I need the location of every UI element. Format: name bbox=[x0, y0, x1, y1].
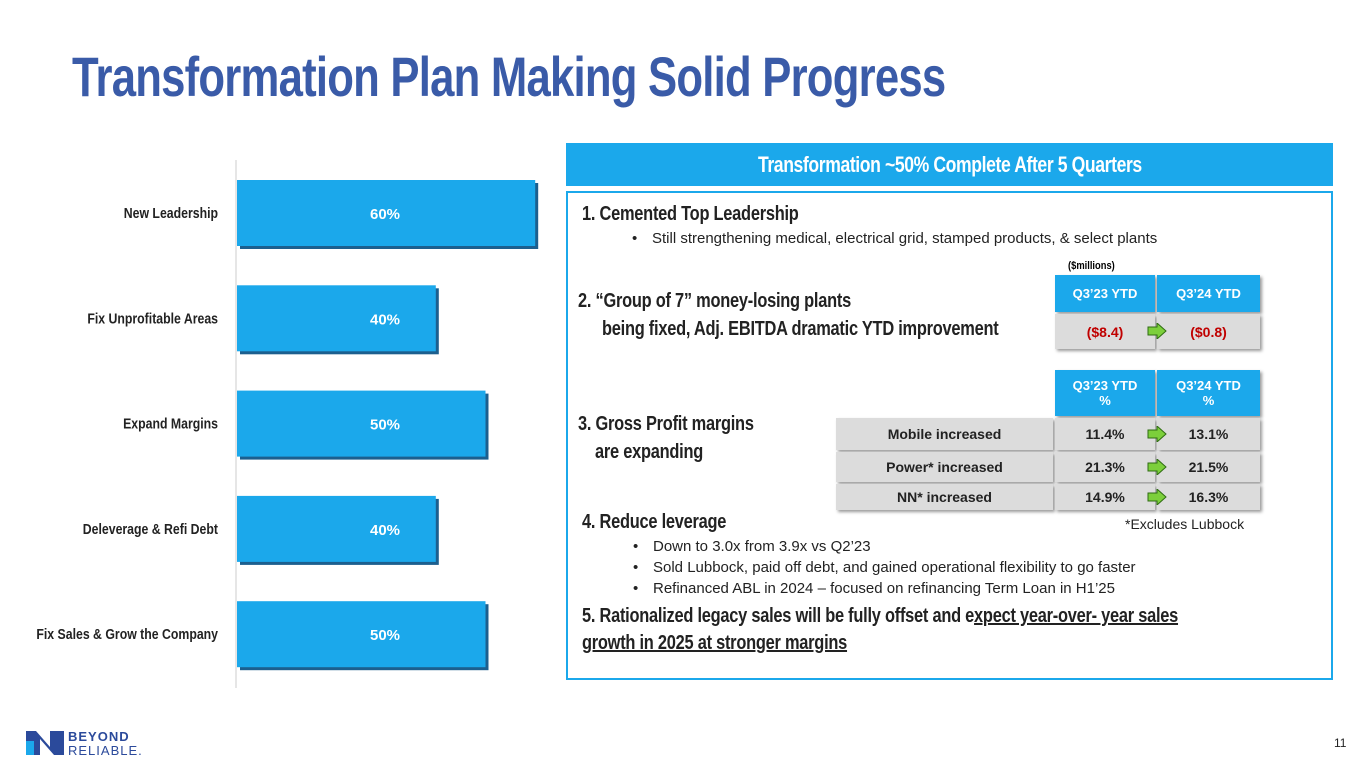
table-cell: 14.9% bbox=[1055, 484, 1155, 510]
cell-text: 14.9% bbox=[1085, 489, 1125, 505]
table-cell: 11.4% bbox=[1055, 418, 1155, 450]
arrow bbox=[1147, 323, 1167, 339]
table-cell: ($8.4) bbox=[1055, 314, 1155, 349]
table-cell: Power* increased bbox=[836, 452, 1053, 482]
cell-text: 21.3% bbox=[1085, 459, 1125, 475]
item-heading: 3. Gross Profit margins bbox=[578, 413, 754, 435]
table-header: Q3’24 YTD% bbox=[1157, 370, 1260, 416]
table-header: Q3’24 YTD bbox=[1157, 275, 1260, 312]
cell-text: NN* increased bbox=[897, 489, 992, 505]
header-text: Q3’23 YTD bbox=[1072, 286, 1138, 301]
logo-text: RELIABLE. bbox=[68, 743, 143, 758]
category-label: Deleverage & Refi Debt bbox=[83, 521, 219, 537]
bar bbox=[237, 495, 436, 562]
cell-text: Mobile increased bbox=[887, 426, 1002, 442]
header-text: Q3’23 YTD bbox=[1072, 378, 1138, 393]
item-heading: are expanding bbox=[595, 441, 703, 463]
item-5: 5. Rationalized legacy sales will be ful… bbox=[582, 603, 1230, 657]
table-cell: 21.5% bbox=[1157, 452, 1260, 482]
table-header: Q3’23 YTD bbox=[1055, 275, 1155, 312]
category-label: New Leadership bbox=[124, 205, 218, 221]
logo-mark bbox=[26, 731, 64, 755]
header-text: % bbox=[1202, 393, 1215, 408]
table-header: Q3’23 YTD% bbox=[1055, 370, 1155, 416]
arrow bbox=[1147, 459, 1167, 475]
item-text: 5. Rationalized legacy sales will be ful… bbox=[582, 605, 975, 627]
logo-text: BEYOND bbox=[68, 729, 130, 744]
item-heading: 4. Reduce leverage bbox=[582, 511, 727, 533]
header-text: % bbox=[1099, 393, 1111, 408]
table-cell: 21.3% bbox=[1055, 452, 1155, 482]
category-label: Fix Sales & Grow the Company bbox=[36, 626, 218, 642]
value-label: 40% bbox=[370, 522, 400, 539]
arrow bbox=[1147, 426, 1167, 442]
value-label: 50% bbox=[370, 417, 400, 434]
table-cell: NN* increased bbox=[836, 484, 1053, 510]
cell-text: 11.4% bbox=[1085, 426, 1125, 442]
category-label: Expand Margins bbox=[123, 415, 218, 431]
cell-text: 16.3% bbox=[1188, 489, 1229, 505]
value-label: 50% bbox=[370, 627, 400, 644]
value-label: 60% bbox=[370, 206, 400, 223]
item-heading: 2. “Group of 7” money-losing plants bbox=[578, 290, 851, 312]
bar bbox=[237, 390, 486, 457]
bar bbox=[237, 285, 436, 352]
cell-text: 21.5% bbox=[1188, 459, 1229, 475]
bullet: Refinanced ABL in 2024 – focused on refi… bbox=[633, 580, 1115, 597]
panel-box bbox=[566, 191, 1333, 680]
slide-title: Transformation Plan Making Solid Progres… bbox=[72, 45, 946, 108]
banner: Transformation ~50% Complete After 5 Qua… bbox=[566, 143, 1333, 186]
bar-chart: New Leadership 60% Fix Unprofitable Areas 4… bbox=[36, 160, 539, 688]
footnote: *Excludes Lubbock bbox=[1125, 516, 1245, 532]
arrow bbox=[1147, 489, 1167, 505]
bullet: Down to 3.0x from 3.9x vs Q2’23 bbox=[633, 538, 871, 555]
bullet: Still strengthening medical, electrical … bbox=[632, 230, 1157, 247]
category-label: Fix Unprofitable Areas bbox=[87, 310, 218, 326]
value-label: 40% bbox=[370, 311, 400, 328]
cell-text: ($8.4) bbox=[1086, 323, 1124, 340]
header-text: Q3’24 YTD bbox=[1176, 286, 1241, 301]
bar bbox=[237, 180, 536, 246]
page-number: 11 bbox=[1334, 736, 1347, 750]
cell-text: Power* increased bbox=[886, 459, 1003, 475]
table-cell: 16.3% bbox=[1157, 484, 1260, 510]
cell-text: 13.1% bbox=[1188, 426, 1229, 442]
bullet: Sold Lubbock, paid off debt, and gained … bbox=[633, 559, 1136, 576]
table-cell: Mobile increased bbox=[836, 418, 1053, 450]
bar bbox=[237, 601, 486, 668]
unit-label: ($millions) bbox=[1068, 260, 1115, 272]
cell-text: ($0.8) bbox=[1190, 323, 1227, 340]
header-text: Q3’24 YTD bbox=[1176, 378, 1241, 393]
item-heading: being fixed, Adj. EBITDA dramatic YTD im… bbox=[602, 318, 999, 340]
table-cell: 13.1% bbox=[1157, 418, 1260, 450]
table-cell: ($0.8) bbox=[1157, 314, 1260, 349]
item-text-underlined: xpect year-over- year sales growth in 20… bbox=[582, 605, 1179, 654]
item-heading: 1. Cemented Top Leadership bbox=[582, 203, 799, 225]
banner-text: Transformation ~50% Complete After 5 Qua… bbox=[757, 151, 1142, 177]
